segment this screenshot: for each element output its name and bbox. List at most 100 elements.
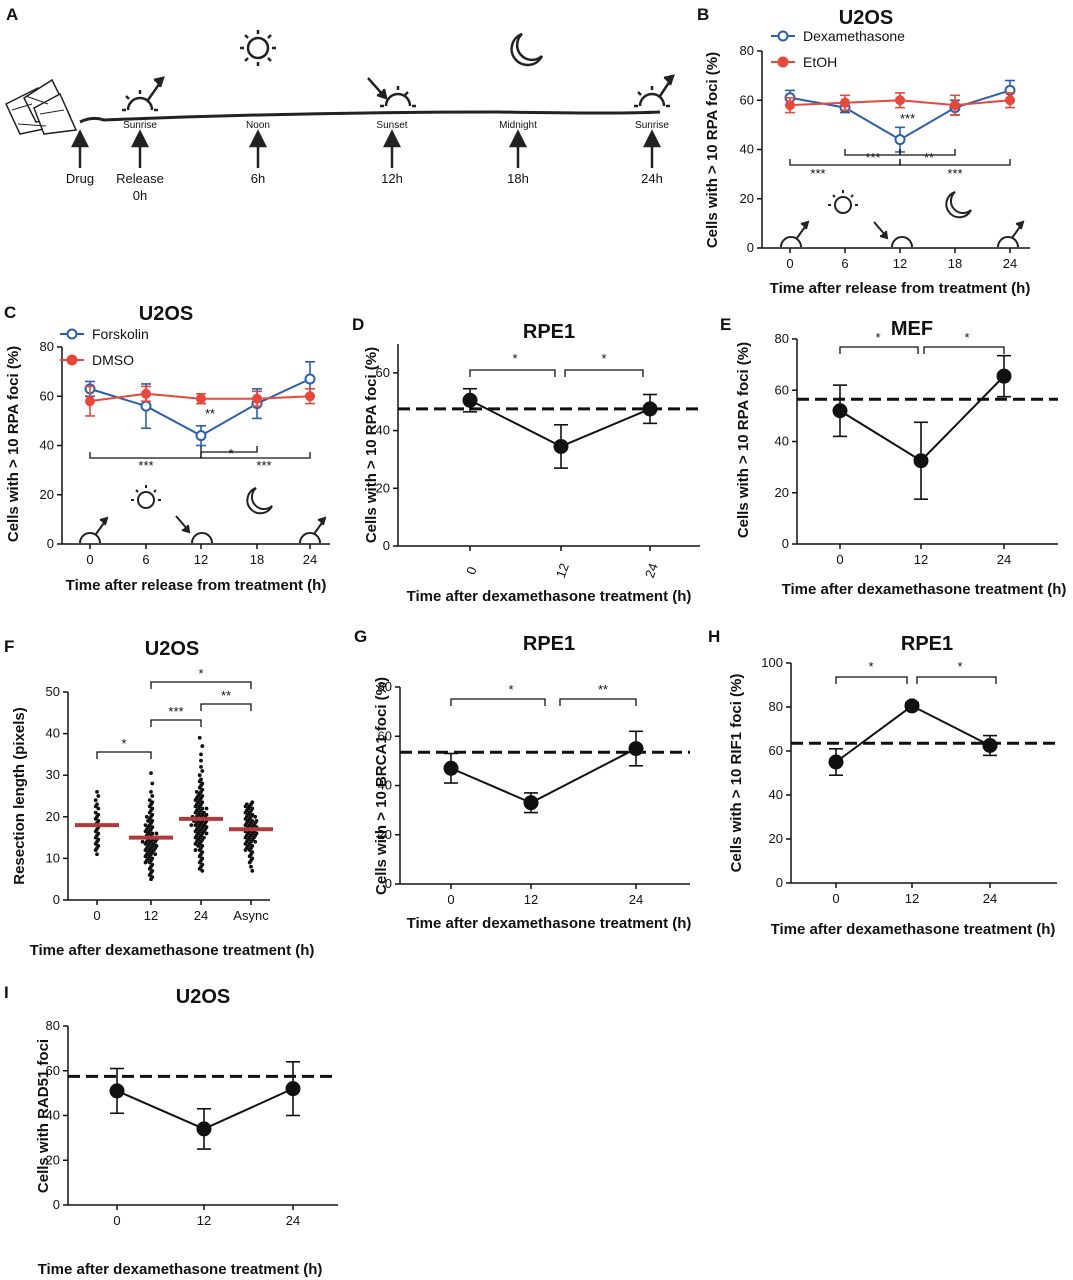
data-point bbox=[143, 848, 148, 852]
data-point bbox=[193, 835, 198, 840]
legend-label: Forskolin bbox=[92, 326, 149, 342]
data-point bbox=[243, 810, 248, 815]
legend-marker bbox=[66, 328, 78, 340]
y-tick-label: 40 bbox=[376, 423, 390, 438]
y-tick-label: 80 bbox=[40, 339, 54, 354]
data-point bbox=[189, 823, 194, 828]
x-tick-label: 0 bbox=[786, 256, 793, 271]
data-point bbox=[204, 831, 209, 836]
y-tick-label: 30 bbox=[46, 767, 60, 782]
x-tick-label: 0 bbox=[832, 891, 839, 906]
data-point bbox=[895, 95, 905, 106]
x-tick-label: 6 bbox=[841, 256, 848, 271]
y-tick-label: 60 bbox=[40, 388, 54, 403]
significance-bracket bbox=[899, 149, 956, 156]
x-axis-label: Time after release from treatment (h) bbox=[66, 577, 327, 594]
data-point bbox=[147, 798, 152, 803]
y-tick-label: 80 bbox=[740, 43, 754, 58]
sunset-icon bbox=[367, 77, 416, 108]
data-point bbox=[982, 738, 998, 753]
data-point bbox=[996, 368, 1012, 384]
data-point bbox=[243, 841, 248, 846]
data-point bbox=[109, 1083, 125, 1099]
panel-a-timeline: Sunrise Noon Sunset Midnight Sunrise Dru… bbox=[5, 30, 675, 203]
significance-label: *** bbox=[138, 458, 153, 473]
data-point bbox=[304, 373, 316, 385]
timepoint-arrows bbox=[70, 129, 662, 168]
data-point bbox=[140, 400, 152, 412]
significance-bracket bbox=[899, 159, 1011, 166]
x-tick-label: 12 bbox=[905, 891, 919, 906]
data-point bbox=[443, 760, 459, 776]
data-point bbox=[193, 804, 198, 809]
data-point bbox=[153, 852, 158, 857]
y-tick-label: 60 bbox=[378, 728, 392, 743]
arrow-label-24h: 24h bbox=[641, 171, 663, 186]
y-tick-label: 0 bbox=[383, 538, 390, 553]
panel-label-c: C bbox=[4, 303, 16, 322]
chart-title: RPE1 bbox=[901, 633, 953, 655]
y-tick-label: 0 bbox=[747, 240, 754, 255]
chart-c: 0 20 40 60 80 0 6 12 18 24 U2OS Time after release … bbox=[5, 303, 330, 594]
panel-label-e: E bbox=[720, 315, 731, 334]
panel-c-icons bbox=[79, 485, 327, 544]
x-tick-label: 12 bbox=[893, 256, 907, 271]
data-point bbox=[243, 848, 248, 852]
data-point bbox=[146, 819, 151, 823]
y-tick-label: 20 bbox=[40, 487, 54, 502]
significance-label: *** bbox=[900, 111, 915, 126]
data-point bbox=[904, 698, 920, 714]
x-axis-label: Time after dexamethasone treatment (h) bbox=[407, 588, 692, 605]
y-tick-label: 40 bbox=[378, 778, 392, 793]
y-tick-label: 80 bbox=[769, 699, 783, 714]
y-tick-label: 20 bbox=[740, 191, 754, 206]
significance-bracket bbox=[96, 751, 152, 759]
x-tick-label: 24 bbox=[1003, 256, 1017, 271]
sunrise-icon bbox=[634, 74, 675, 108]
y-tick-label: 0 bbox=[782, 536, 789, 551]
series-line bbox=[450, 747, 637, 804]
data-point bbox=[197, 860, 202, 865]
significance-label: ** bbox=[221, 688, 231, 703]
chart-f: 0 10 20 30 40 50 0 12 24 Async U2OS Time after dexa… bbox=[11, 638, 314, 959]
data-point bbox=[196, 393, 206, 404]
sun-icon bbox=[240, 30, 276, 66]
x-tick-label: 12 bbox=[194, 552, 208, 567]
x-tick-label: 24 bbox=[194, 908, 208, 923]
significance-label: * bbox=[508, 682, 513, 697]
x-axis-label: Time after dexamethasone treatment (h) bbox=[782, 581, 1067, 598]
data-point bbox=[93, 835, 98, 840]
significance-label: * bbox=[228, 446, 233, 461]
x-tick-label: 0 bbox=[447, 892, 454, 907]
y-tick-label: 20 bbox=[46, 809, 60, 824]
x-tick-label: 24 bbox=[997, 552, 1011, 567]
data-point bbox=[204, 806, 209, 811]
y-tick-label: 0 bbox=[385, 876, 392, 891]
series-line bbox=[835, 704, 991, 763]
arrow-label-drug: Drug bbox=[66, 171, 94, 186]
y-axis-label: Cells with > 10 RPA foci (%) bbox=[735, 342, 752, 538]
chart-title: MEF bbox=[891, 318, 933, 340]
data-point bbox=[147, 810, 152, 815]
data-point bbox=[642, 401, 658, 417]
data-point bbox=[462, 392, 478, 408]
panel-label-f: F bbox=[4, 637, 14, 656]
legend-label: EtOH bbox=[803, 54, 837, 70]
data-point bbox=[197, 866, 202, 871]
x-tick-label: 24 bbox=[642, 561, 661, 580]
data-point bbox=[200, 868, 205, 873]
data-point bbox=[252, 393, 262, 404]
significance-label: * bbox=[875, 330, 880, 345]
data-point bbox=[243, 823, 248, 828]
data-point bbox=[149, 771, 153, 776]
y-tick-label: 20 bbox=[775, 485, 789, 500]
y-tick-label: 0 bbox=[776, 875, 783, 890]
significance-bracket bbox=[200, 703, 252, 711]
x-tick-label: 24 bbox=[303, 552, 317, 567]
significance-label: ** bbox=[924, 150, 934, 165]
data-point bbox=[149, 789, 153, 794]
y-tick-label: 40 bbox=[775, 434, 789, 449]
cells-icon bbox=[5, 78, 78, 135]
data-point bbox=[93, 810, 98, 815]
